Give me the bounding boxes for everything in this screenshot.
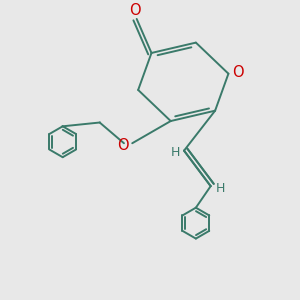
Text: O: O: [118, 138, 129, 153]
Text: H: H: [170, 146, 180, 160]
Text: O: O: [232, 65, 244, 80]
Text: H: H: [215, 182, 225, 195]
Text: O: O: [129, 3, 141, 18]
